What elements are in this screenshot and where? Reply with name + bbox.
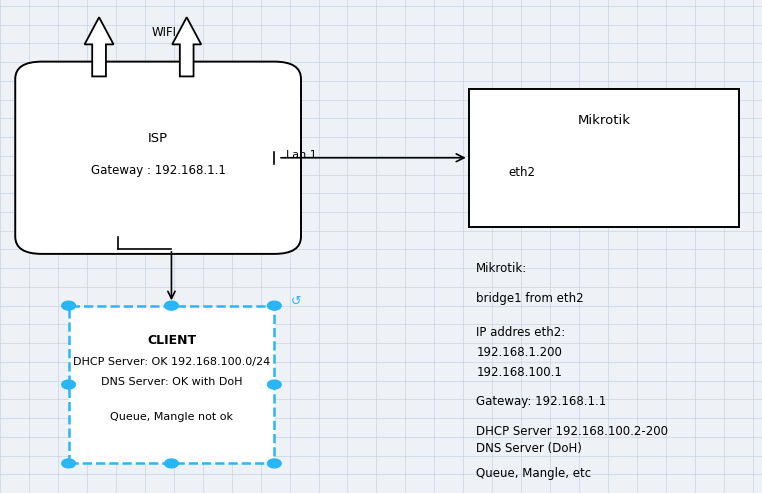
Text: Mikrotik:: Mikrotik: xyxy=(476,262,527,275)
Text: CLIENT: CLIENT xyxy=(147,334,196,347)
Circle shape xyxy=(62,459,75,468)
Text: 192.168.1.200: 192.168.1.200 xyxy=(476,346,562,359)
Circle shape xyxy=(165,301,178,310)
Text: 192.168.100.1: 192.168.100.1 xyxy=(476,366,562,379)
Text: eth2: eth2 xyxy=(508,166,536,179)
Text: Queue, Mangle, etc: Queue, Mangle, etc xyxy=(476,467,591,480)
Text: DHCP Server 192.168.100.2-200: DHCP Server 192.168.100.2-200 xyxy=(476,425,668,438)
Text: Lan 1: Lan 1 xyxy=(286,150,316,160)
Circle shape xyxy=(267,380,281,389)
Circle shape xyxy=(165,459,178,468)
Text: DNS Server (DoH): DNS Server (DoH) xyxy=(476,442,582,455)
Text: Gateway : 192.168.1.1: Gateway : 192.168.1.1 xyxy=(91,164,226,176)
Circle shape xyxy=(62,380,75,389)
Text: DHCP Server: OK 192.168.100.0/24: DHCP Server: OK 192.168.100.0/24 xyxy=(73,357,270,367)
Text: ISP: ISP xyxy=(148,132,168,144)
Circle shape xyxy=(62,301,75,310)
Text: WIFI: WIFI xyxy=(152,26,176,38)
Text: Mikrotik: Mikrotik xyxy=(578,114,630,127)
Polygon shape xyxy=(172,17,201,76)
Text: DNS Server: OK with DoH: DNS Server: OK with DoH xyxy=(101,377,242,387)
Circle shape xyxy=(267,459,281,468)
Text: ↺: ↺ xyxy=(291,295,302,308)
Bar xyxy=(469,89,739,227)
Circle shape xyxy=(267,301,281,310)
Text: bridge1 from eth2: bridge1 from eth2 xyxy=(476,292,584,305)
Polygon shape xyxy=(85,17,114,76)
FancyBboxPatch shape xyxy=(15,62,301,254)
Text: IP addres eth2:: IP addres eth2: xyxy=(476,326,565,339)
Text: Queue, Mangle not ok: Queue, Mangle not ok xyxy=(110,412,233,422)
Bar xyxy=(69,306,274,463)
Text: Gateway: 192.168.1.1: Gateway: 192.168.1.1 xyxy=(476,395,607,408)
